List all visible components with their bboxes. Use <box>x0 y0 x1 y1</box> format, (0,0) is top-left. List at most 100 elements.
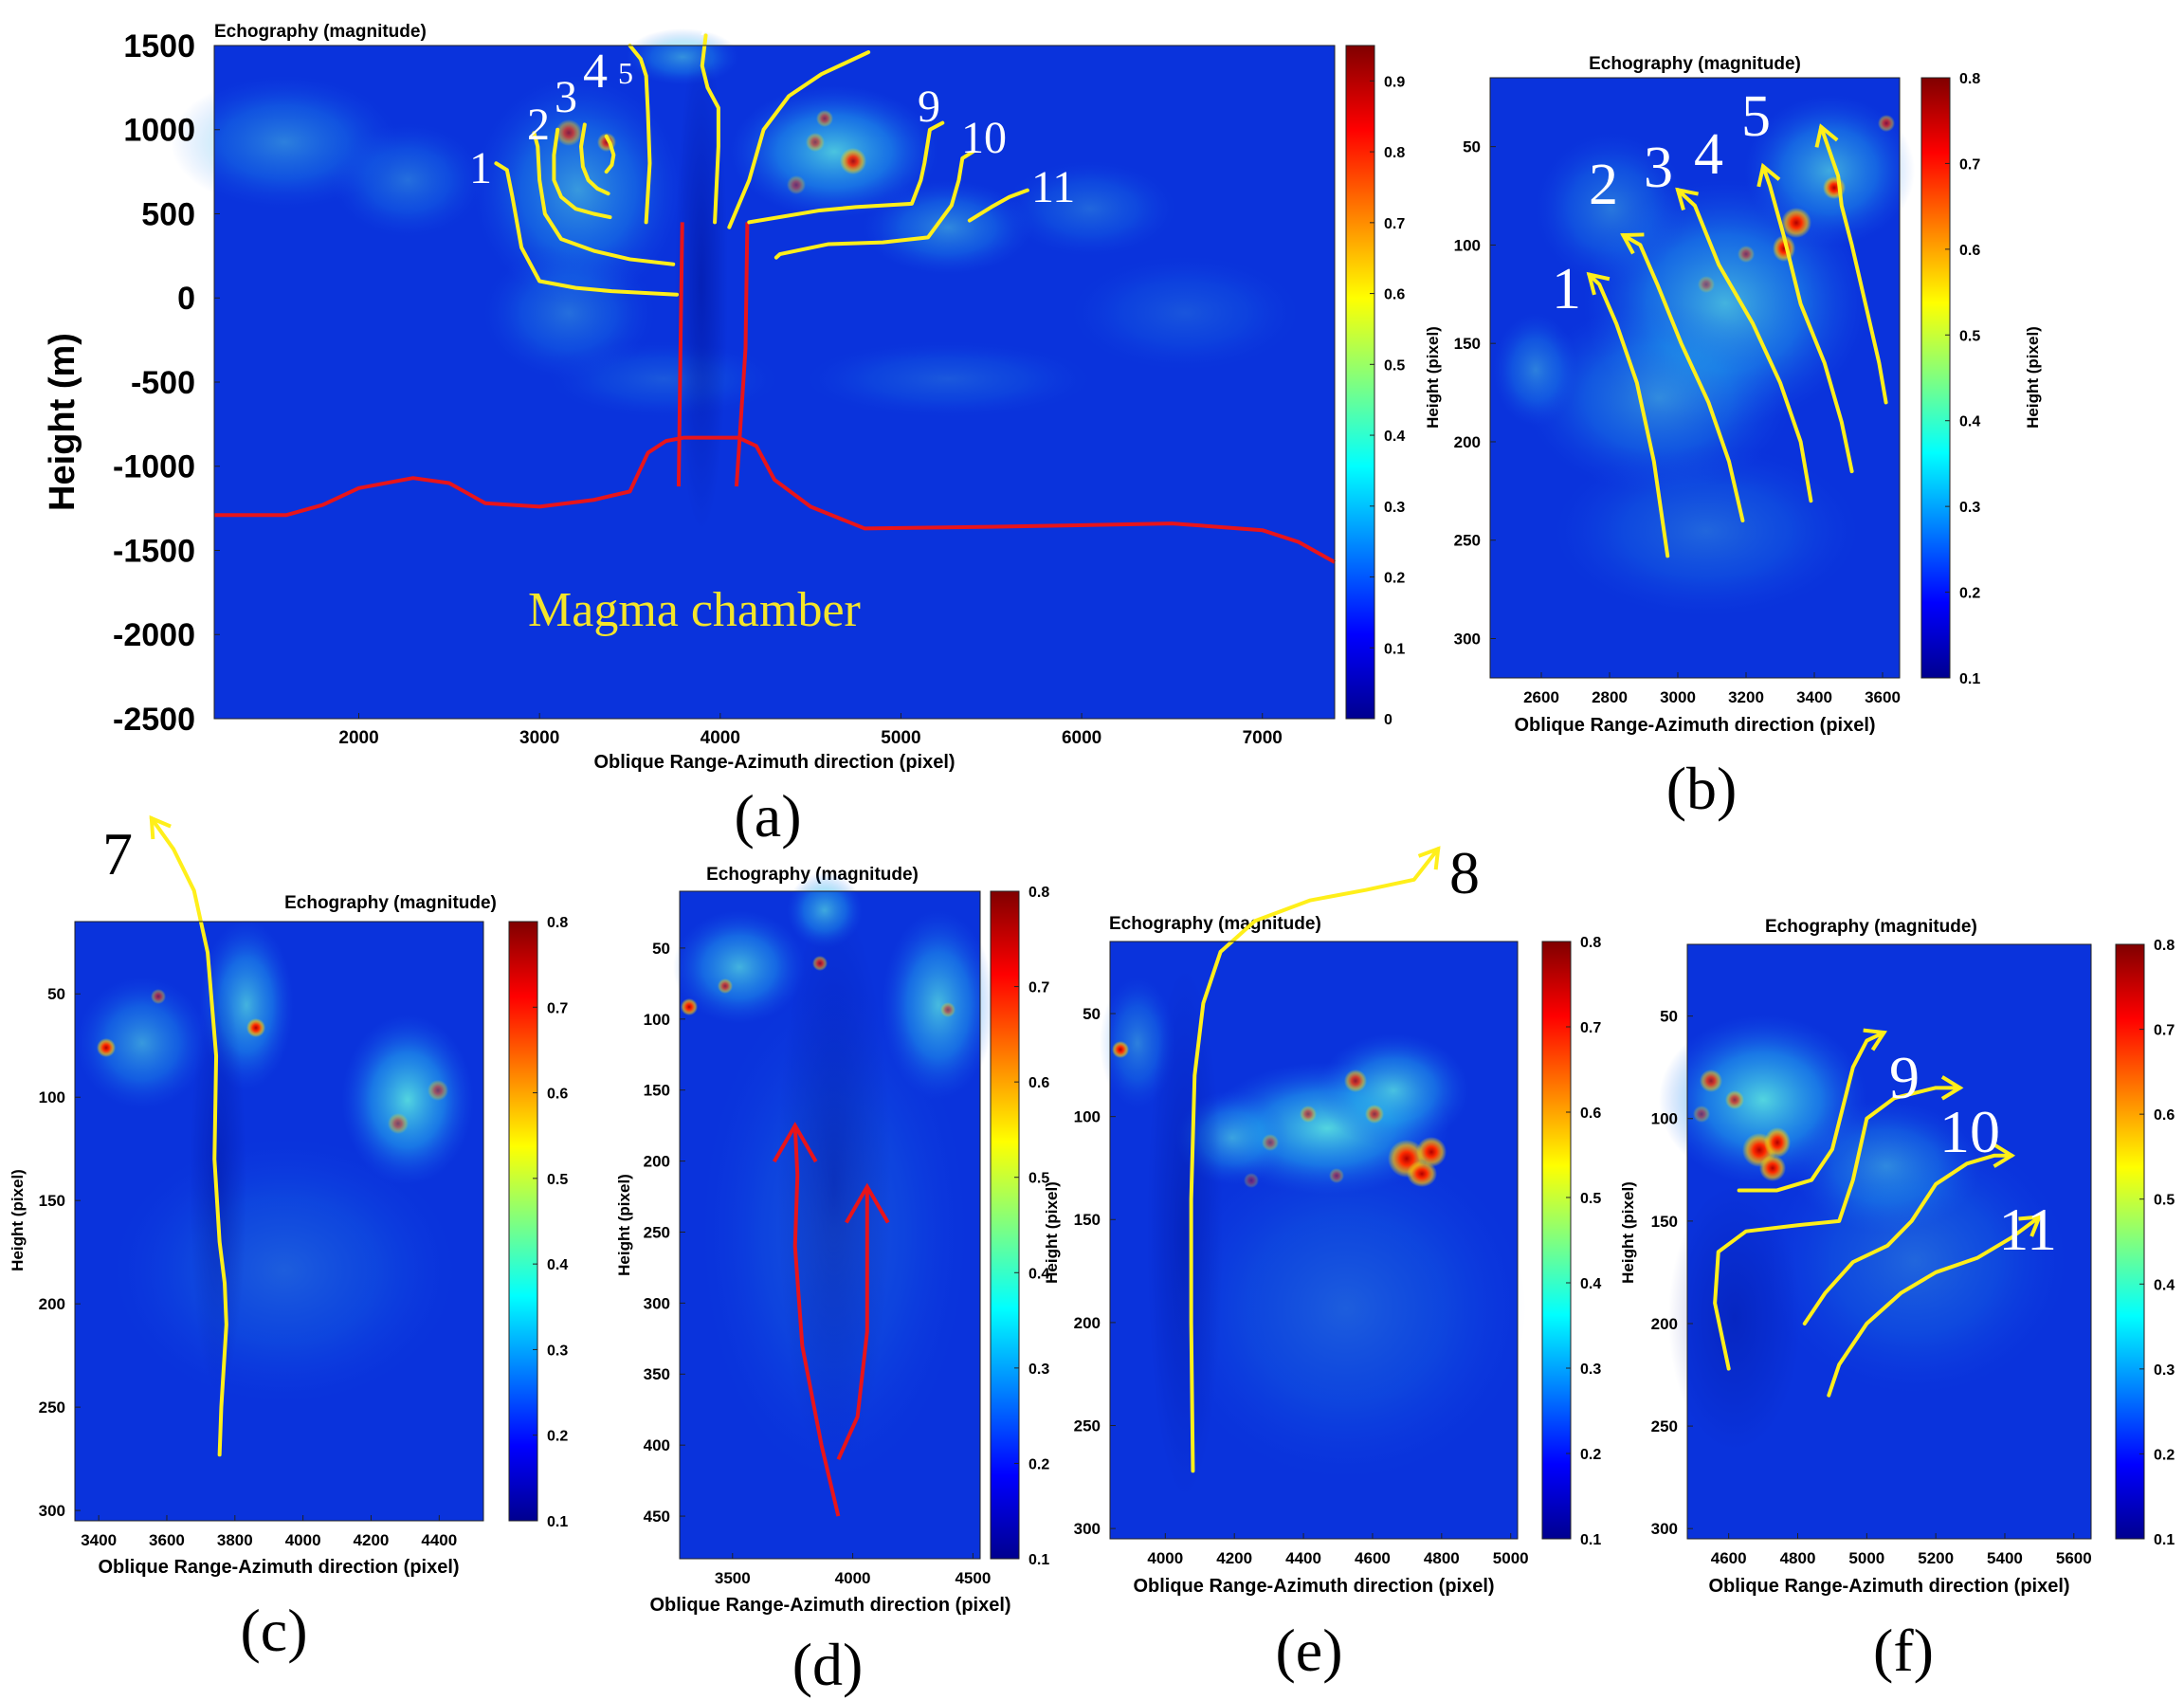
colorbar-tick-label: 0.6 <box>1959 243 1980 259</box>
panel-f-overlay: 9 10 11 <box>1713 1028 2057 1398</box>
colorbar-tick-label: 0.2 <box>2154 1447 2175 1463</box>
x-tick-label: 2600 <box>1523 688 1559 706</box>
x-tick-label: 4400 <box>1285 1549 1321 1567</box>
colorbar-tick-label: 0.3 <box>1580 1362 1601 1378</box>
panel-a-overlay: 123 4 5 6 7 8 9 10 11 <box>214 4 1336 564</box>
panel-d-letter: (d) <box>792 1631 864 1698</box>
pathway-number-label: 1 <box>469 143 492 193</box>
pathway-line <box>494 161 680 297</box>
y-tick-label: 300 <box>39 1502 65 1520</box>
panel-c-axes: 3400 3600 3800 4000 4200 4400 50 100 150 200 250 30… <box>39 915 569 1549</box>
y-tick-label: 150 <box>1074 1211 1101 1229</box>
pathway-number-label: 6 <box>608 9 624 44</box>
x-tick-label: 4800 <box>1424 1549 1460 1567</box>
panel-f-axes: 4600 4800 5000 5200 5400 5600 50 100 150 200 250 30… <box>1651 938 2175 1567</box>
x-tick-label: 5000 <box>881 728 920 748</box>
x-tick-label: 3600 <box>149 1531 185 1549</box>
panel-f-title: Echography (magnitude) <box>1765 917 1977 937</box>
pathway-line <box>1827 1215 2042 1398</box>
colorbar-tick-label: 0.2 <box>1384 571 1405 587</box>
pathway-line <box>700 33 720 225</box>
panel-c-letter: (c) <box>240 1597 307 1664</box>
panel-e-letter: (e) <box>1275 1617 1342 1684</box>
colorbar-tick-label: 0.2 <box>1028 1456 1049 1472</box>
colorbar-tick-label: 0.7 <box>1580 1020 1601 1036</box>
colorbar-tick-label: 0.5 <box>2154 1193 2175 1209</box>
y-tick-label: 250 <box>644 1223 670 1241</box>
pathway-number-label: 2 <box>527 100 550 150</box>
pathway-number-label: 5 <box>1741 84 1771 149</box>
pathway-line <box>1802 1153 2014 1325</box>
colorbar <box>1541 941 1572 1540</box>
panel-e: Echography (magnitude) 8 4000 4200 4400 460… <box>1043 839 1601 1684</box>
y-tick-label: 0 <box>177 281 195 317</box>
panel-e-ylabel: Height (pixel) <box>1043 1181 1061 1284</box>
panel-d-heatmap-texture <box>673 872 995 1479</box>
conduit-arrowhead <box>845 1182 890 1224</box>
panel-a-xlabel: Oblique Range-Azimuth direction (pixel) <box>593 752 955 773</box>
panel-d: Echography (magnitude) 3500 4000 450050100… <box>615 865 1049 1698</box>
y-tick-label: 450 <box>644 1508 670 1526</box>
pathway-arrowhead <box>1586 271 1611 296</box>
panel-c-ylabel: Height (pixel) <box>9 1169 27 1271</box>
pathway-number-label: 9 <box>1889 1044 1920 1111</box>
conduit-line <box>792 1125 841 1517</box>
panel-f-xlabel: Oblique Range-Azimuth direction (pixel) <box>1708 1576 2069 1597</box>
colorbar-tick-label: 0.4 <box>2154 1277 2175 1293</box>
x-tick-label: 7000 <box>1243 728 1283 748</box>
pathway-line <box>747 120 945 225</box>
colorbar-tick-label: 0.4 <box>1580 1276 1601 1292</box>
conduit-line <box>676 222 684 487</box>
colorbar-tick-label: 0.1 <box>2154 1532 2175 1548</box>
pathway-number-label: 4 <box>1694 122 1723 187</box>
x-tick-label: 3600 <box>1865 688 1901 706</box>
panel-b-axes: 2600 2800 3000 3200 3400 36005010015020025030… <box>1454 71 1981 706</box>
pathway-arrowhead <box>1993 1142 2016 1168</box>
panel-b-title: Echography (magnitude) <box>1589 54 1801 74</box>
colorbar-tick-label: 0.7 <box>1959 156 1980 173</box>
y-tick-label: 200 <box>1454 433 1481 451</box>
x-tick-label: 4600 <box>1711 1549 1747 1567</box>
x-tick-label: 3000 <box>519 728 559 748</box>
pathway-line <box>1819 124 1888 405</box>
colorbar-tick-label: 0.4 <box>547 1257 568 1273</box>
panel-f-letter: (f) <box>1873 1617 1934 1684</box>
y-tick-label: 250 <box>1651 1417 1678 1435</box>
pathway-number-label: 10 <box>1939 1098 2000 1165</box>
panel-a-ylabel: Height (m) <box>43 333 82 511</box>
colorbar-tick-label: 0.6 <box>1580 1106 1601 1122</box>
y-tick-label: 200 <box>644 1153 670 1171</box>
conduit-line <box>734 222 750 487</box>
colorbar-tick-label: 0.7 <box>547 1000 568 1016</box>
pathway-number-label: 7 <box>102 820 133 887</box>
x-tick-label: 3800 <box>217 1531 253 1549</box>
x-tick-label: 4000 <box>285 1531 321 1549</box>
x-tick-label: 2800 <box>1592 688 1628 706</box>
panel-c-heatmap-texture <box>76 920 474 1403</box>
colorbar-tick-label: 0.8 <box>1959 71 1980 87</box>
panel-a-letter: (a) <box>734 782 801 850</box>
y-tick-label: 300 <box>1651 1520 1678 1538</box>
y-tick-label: 100 <box>39 1088 65 1106</box>
colorbar-tick-label: 0.6 <box>1384 287 1405 303</box>
colorbar-tick-label: 0.2 <box>1959 586 1980 602</box>
y-tick-label: 350 <box>644 1365 670 1383</box>
colorbar-tick-label: 0.5 <box>1384 357 1405 374</box>
y-tick-label: 300 <box>1454 630 1481 648</box>
colorbar-tick-label: 0.3 <box>1384 500 1405 516</box>
panel-a-axes: 2000 3000 4000 5000 6000 7000150010005000-500… <box>113 28 1405 748</box>
x-tick-label: 6000 <box>1062 728 1101 748</box>
pathway-arrowhead <box>1417 846 1441 870</box>
colorbar-tick-label: 0.6 <box>2154 1107 2175 1124</box>
pathway-line <box>604 134 616 174</box>
axes-frame <box>1109 941 1519 1540</box>
axes-frame <box>1686 943 2092 1540</box>
x-tick-label: 5600 <box>2056 1549 2092 1567</box>
pathway-line <box>1737 1030 1886 1193</box>
pathway-arrowhead <box>1620 232 1645 255</box>
colorbar-tick-label: 0.8 <box>1384 145 1405 161</box>
x-tick-label: 4400 <box>421 1531 457 1549</box>
colorbar-tick-label: 0.4 <box>1028 1266 1049 1282</box>
conduit-arrowhead <box>772 1122 818 1163</box>
panel-b: Echography (magnitude) 12 3 45 2600 2800 300… <box>1424 54 2042 822</box>
